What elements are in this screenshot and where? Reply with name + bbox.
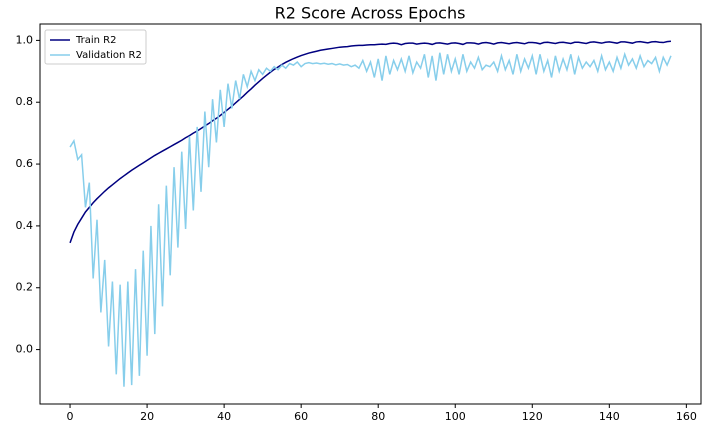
x-tick-label: 120 [522,410,543,423]
x-tick-label: 80 [371,410,385,423]
legend-box [44,29,147,65]
x-tick-label: 20 [140,410,154,423]
y-tick-label: 0.6 [16,157,34,170]
data-line [69,40,672,244]
data-line [69,51,672,387]
x-tick-label: 160 [676,410,697,423]
x-tick-label: 100 [445,410,466,423]
x-tick-label: 0 [67,410,74,423]
y-tick-label: 1.0 [16,33,34,46]
y-tick-label: 0.2 [16,281,34,294]
y-tick-label: 0.4 [16,219,34,232]
y-tick-label: 0.8 [16,95,34,108]
legend-label: Validation R2 [76,50,142,61]
plot-frame [39,23,702,405]
x-tick-label: 60 [294,410,308,423]
chart-title: R2 Score Across Epochs [275,4,466,23]
legend-label: Train R2 [75,35,116,46]
y-tick-label: 0.0 [16,343,34,356]
x-tick-label: 40 [217,410,231,423]
x-tick-label: 140 [599,410,620,423]
